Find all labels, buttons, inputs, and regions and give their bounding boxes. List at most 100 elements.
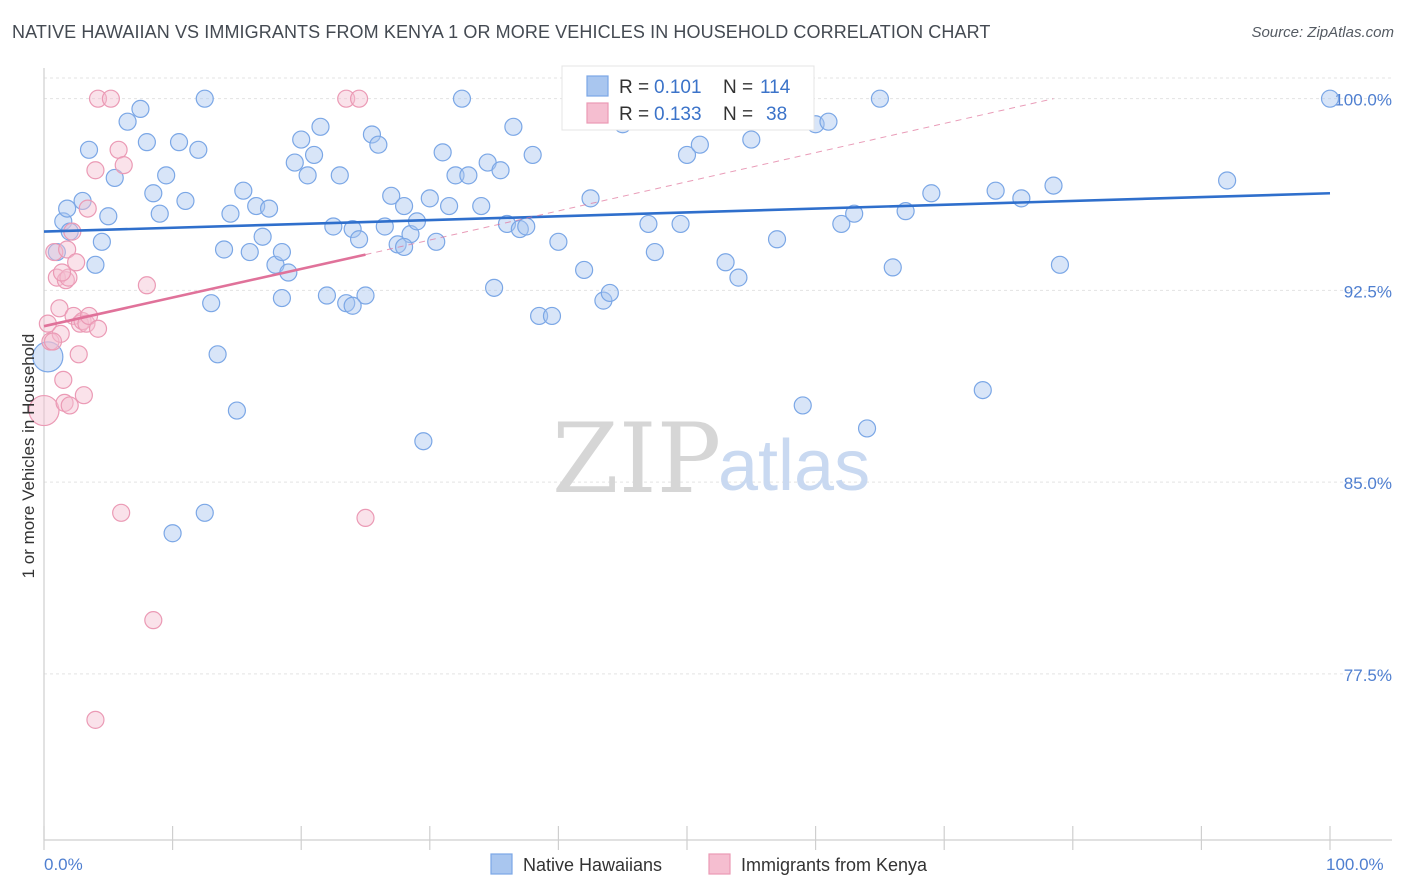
data-point — [58, 199, 77, 218]
data-point — [195, 89, 214, 108]
data-point — [214, 240, 234, 259]
series-immigrants-from-kenya — [28, 89, 375, 729]
data-point — [144, 184, 163, 203]
data-point — [99, 207, 118, 226]
data-point — [349, 89, 369, 108]
data-point — [112, 503, 131, 522]
data-point — [427, 232, 446, 251]
legend-n-label-1: N = — [723, 77, 753, 98]
data-point — [176, 191, 195, 211]
data-point — [298, 166, 317, 185]
data-point — [86, 161, 105, 180]
data-point — [530, 306, 549, 326]
data-point — [169, 133, 189, 152]
data-point — [1044, 176, 1063, 195]
watermark: ZIP atlas — [552, 403, 870, 515]
correlation-legend: R = 0.101 N = 114 R = 0.133 N = 38 — [561, 65, 815, 131]
data-point — [259, 199, 279, 218]
data-point — [221, 204, 240, 223]
data-point — [311, 117, 330, 136]
data-point — [118, 112, 137, 131]
data-point — [109, 140, 128, 159]
data-point — [86, 255, 105, 274]
data-point — [88, 319, 108, 338]
trend-layer — [43, 98, 1331, 328]
chart-title: NATIVE HAWAIIAN VS IMMIGRANTS FROM KENYA… — [12, 22, 991, 42]
data-point — [394, 237, 414, 257]
data-point — [43, 332, 63, 351]
data-point — [88, 89, 108, 108]
data-point — [150, 204, 169, 223]
data-point — [767, 230, 787, 249]
data-point — [845, 204, 864, 223]
data-point — [549, 232, 568, 251]
trend-line-extension-1 — [365, 98, 1054, 256]
axes — [43, 68, 1392, 850]
data-point — [857, 419, 877, 438]
data-point — [581, 189, 600, 208]
data-point — [382, 186, 401, 205]
y-tick-labels: 100.0% 92.5% 85.0% 77.5% — [1334, 91, 1392, 685]
source-credit: Source: ZipAtlas.com — [1251, 24, 1394, 41]
data-point — [202, 294, 221, 313]
data-point — [986, 181, 1005, 200]
watermark-atlas: atlas — [718, 426, 870, 506]
data-point — [285, 153, 304, 172]
data-point — [28, 394, 60, 427]
data-point — [324, 217, 343, 236]
data-point — [349, 230, 369, 249]
data-point — [1320, 89, 1340, 108]
data-point — [639, 214, 658, 234]
data-point — [157, 166, 176, 185]
data-point — [472, 196, 491, 216]
data-point — [922, 184, 941, 203]
data-point — [272, 288, 292, 308]
data-point — [459, 166, 478, 185]
data-point — [433, 143, 452, 162]
data-point — [195, 503, 214, 522]
data-point — [356, 508, 375, 528]
data-point — [86, 710, 105, 729]
data-point — [439, 196, 459, 216]
x-tick-label-min: 0.0% — [44, 855, 83, 874]
data-point — [54, 370, 73, 389]
data-point — [105, 168, 124, 188]
y-tick-label: 85.0% — [1344, 474, 1392, 493]
data-point — [144, 611, 163, 630]
data-point — [67, 253, 86, 272]
data-point — [74, 386, 93, 405]
gridlines — [44, 77, 1392, 675]
data-point — [1050, 255, 1070, 274]
y-tick-label: 100.0% — [1334, 91, 1392, 110]
data-point — [729, 268, 748, 287]
data-point — [253, 227, 272, 246]
data-point — [58, 240, 77, 259]
data-point — [292, 130, 311, 149]
data-point — [414, 432, 433, 451]
data-point — [542, 306, 562, 326]
legend-r-value-2: 0.133 — [654, 104, 702, 125]
data-point — [742, 130, 761, 149]
data-point — [78, 199, 97, 218]
data-point — [330, 166, 349, 185]
data-point — [137, 276, 156, 295]
series-native-hawaiians — [32, 89, 1340, 543]
data-point — [1012, 189, 1031, 208]
data-point — [240, 242, 259, 262]
data-point — [227, 401, 246, 420]
data-point — [870, 89, 890, 108]
data-point — [523, 145, 542, 165]
data-point — [55, 393, 74, 412]
data-point — [677, 145, 697, 165]
bottom-legend-swatch-native-hawaiians — [490, 853, 513, 875]
data-point — [304, 145, 324, 165]
data-point — [793, 396, 812, 415]
data-point — [79, 140, 99, 159]
data-point — [575, 260, 594, 280]
data-point — [69, 345, 88, 364]
data-point — [92, 232, 111, 251]
data-point — [1218, 171, 1237, 190]
bottom-legend-label-kenya: Immigrants from Kenya — [741, 855, 928, 875]
data-point — [420, 189, 439, 208]
